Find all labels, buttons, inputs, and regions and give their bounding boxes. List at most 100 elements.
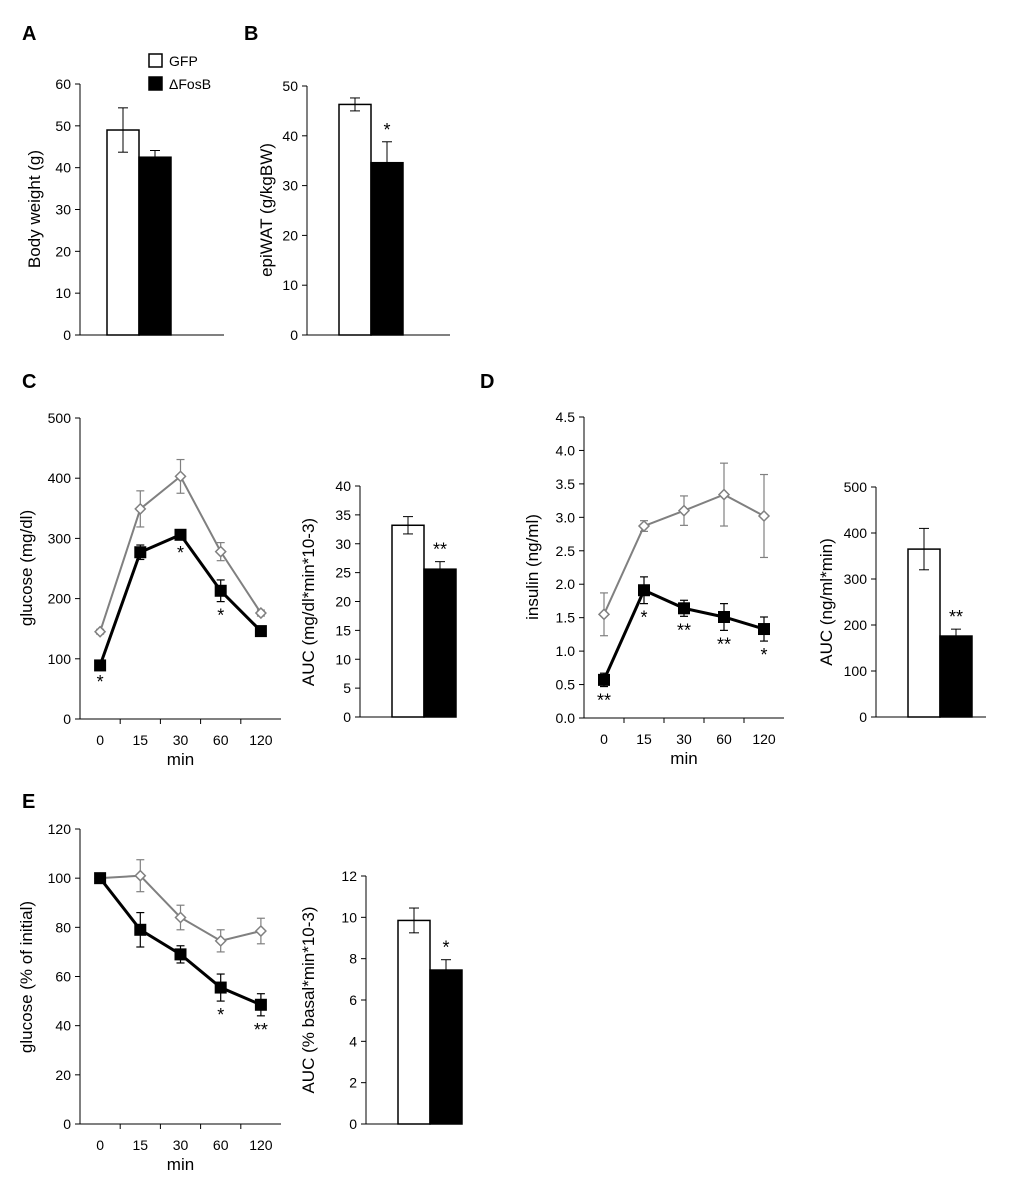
chart-e-line-y-axis-title: glucose (% of initial): [17, 901, 36, 1053]
chart-b-significance-label: *: [383, 120, 390, 140]
chart-c-auc-significance-label: **: [433, 540, 447, 560]
chart-e-auc-bar-gfp: [397, 919, 431, 1125]
chart-a-y-tick-label: 60: [55, 76, 71, 92]
chart-d-line-y-tick-label: 1.0: [556, 643, 576, 659]
chart-d-line-point-gfp: [717, 488, 731, 501]
chart-c-line-y-tick-label: 0: [63, 711, 71, 727]
chart-e-line-y-tick-label: 60: [55, 969, 71, 985]
chart-c-line-point-gfp: [94, 625, 107, 638]
chart-d-auc-y-tick-label: 300: [844, 571, 868, 587]
legend-gfp-label: GFP: [169, 53, 198, 69]
chart-d-line-x-tick-label: 120: [752, 731, 776, 747]
panel-label-e: E: [22, 791, 35, 813]
chart-c-line-point-fosb: [254, 625, 267, 638]
chart-c-line-significance-label: *: [217, 606, 224, 626]
chart-d-line-significance-label: **: [597, 691, 611, 711]
chart-e-line-x-tick-label: 30: [173, 1137, 189, 1153]
chart-d-line-significance-label: **: [677, 620, 691, 640]
chart-e-line-point-fosb: [94, 872, 107, 885]
legend-fosb-swatch: [148, 76, 163, 91]
panel-label-a: A: [22, 23, 36, 45]
legend-gfp-swatch: [148, 53, 163, 68]
chart-c-line-significance-label: *: [97, 672, 104, 692]
chart-d-auc-bar-gfp: [907, 548, 941, 718]
chart-c-line-point-fosb: [214, 584, 227, 597]
chart-e-auc-significance-label: *: [442, 938, 449, 958]
chart-e-line-point-gfp: [174, 911, 187, 924]
chart-e-line-point-gfp: [254, 924, 267, 938]
chart-d-line-significance-label: *: [760, 645, 767, 665]
chart-c-line-y-tick-label: 100: [48, 651, 72, 667]
chart-e-line-point-gfp: [214, 934, 227, 947]
chart-d-line-y-tick-label: 2.5: [556, 543, 576, 559]
chart-d-line-y-tick-label: 2.0: [556, 576, 576, 592]
chart-d-auc-y-tick-label: 400: [844, 525, 868, 541]
chart-e-auc-y-tick-label: 8: [349, 951, 357, 967]
chart-d-line-x-tick-label: 30: [676, 731, 692, 747]
chart-e-line-point-fosb: [214, 981, 227, 994]
legend-fosb-label: ΔFosB: [169, 76, 211, 92]
chart-e-line-y-tick-label: 80: [55, 919, 71, 935]
chart-d-auc-y-tick-label: 100: [844, 663, 868, 679]
chart-e-line-x-tick-label: 120: [249, 1137, 273, 1153]
chart-e-auc-y-tick-label: 12: [341, 868, 357, 884]
chart-b-y-axis-title: epiWAT (g/kgBW): [257, 143, 276, 277]
chart-d-line-significance-label: **: [717, 634, 731, 654]
chart-a-y-tick-label: 10: [55, 285, 71, 301]
chart-d-line-point-fosb: [758, 623, 770, 636]
chart-c-line-point-gfp: [134, 502, 147, 515]
chart-e-auc-y-tick-label: 0: [349, 1116, 357, 1132]
chart-c-auc-y-tick-label: 15: [335, 622, 351, 638]
chart-e-line-x-tick-label: 0: [96, 1137, 104, 1153]
panel-label-d: D: [480, 371, 494, 393]
chart-c-auc-y-tick-label: 40: [335, 478, 351, 494]
chart-d-line-y-tick-label: 3.5: [556, 476, 576, 492]
chart-e-line-y-tick-label: 20: [55, 1067, 71, 1083]
chart-e-line-point-fosb: [134, 923, 147, 936]
chart-c-line-x-tick-label: 0: [96, 732, 104, 748]
chart-b-y-tick-label: 50: [282, 78, 298, 94]
chart-c-line-x-axis-title: min: [167, 750, 194, 769]
chart-a-y-axis-title: Body weight (g): [25, 150, 44, 268]
chart-d-line-y-tick-label: 1.5: [556, 610, 576, 626]
chart-c-line-point-fosb: [134, 546, 147, 559]
chart-c-line-y-tick-label: 200: [48, 591, 72, 607]
chart-d-line-point-gfp: [757, 509, 771, 523]
chart-d-auc-y-tick-label: 0: [859, 709, 867, 725]
chart-e-line-x-tick-label: 60: [213, 1137, 229, 1153]
chart-b-bar-fosb: [370, 161, 404, 336]
chart-d-auc-y-axis-title: AUC (ng/ml*min): [817, 538, 836, 666]
chart-d-line-point-fosb: [718, 610, 730, 623]
chart-e-auc-y-axis-title: AUC (% basal*min*10-3): [299, 906, 318, 1093]
chart-c-line-point-gfp: [214, 545, 227, 558]
chart-c-auc-y-axis-title: AUC (mg/dl*min*10-3): [299, 518, 318, 686]
chart-c-auc-y-tick-label: 20: [335, 594, 351, 610]
chart-c-line-point-gfp: [254, 606, 267, 620]
chart-d-line-y-tick-label: 3.0: [556, 509, 576, 525]
chart-b-y-tick-label: 0: [290, 327, 298, 343]
chart-e-line-x-tick-label: 15: [133, 1137, 149, 1153]
chart-e-line-y-tick-label: 0: [63, 1116, 71, 1132]
panel-label-b: B: [244, 23, 258, 45]
chart-e-line-significance-label: *: [217, 1005, 224, 1025]
chart-d-line-x-tick-label: 60: [716, 731, 732, 747]
chart-d-line-point-gfp: [677, 504, 691, 517]
chart-d-auc-y-tick-label: 200: [844, 617, 868, 633]
chart-e-auc-y-tick-label: 6: [349, 992, 357, 1008]
chart-c-line-point-gfp: [174, 470, 187, 483]
chart-e-auc-bar-fosb: [429, 969, 463, 1125]
chart-c-line-x-tick-label: 60: [213, 732, 229, 748]
legend: GFP ΔFosB: [148, 53, 211, 92]
chart-d-line-point-fosb: [678, 602, 690, 615]
chart-e-line-y-tick-label: 40: [55, 1018, 71, 1034]
chart-d-line-point-gfp: [637, 519, 651, 533]
chart-a-y-tick-label: 20: [55, 243, 71, 259]
chart-b-y-tick-label: 30: [282, 178, 298, 194]
chart-c-auc-y-tick-label: 35: [335, 507, 351, 523]
chart-d-line-y-tick-label: 4.0: [556, 442, 576, 458]
chart-a-y-tick-label: 50: [55, 118, 71, 134]
chart-c-line-y-tick-label: 400: [48, 470, 72, 486]
chart-c-line-x-tick-label: 15: [133, 732, 149, 748]
chart-b-bar-gfp: [338, 103, 372, 336]
chart-e-line-point-gfp: [134, 869, 147, 882]
